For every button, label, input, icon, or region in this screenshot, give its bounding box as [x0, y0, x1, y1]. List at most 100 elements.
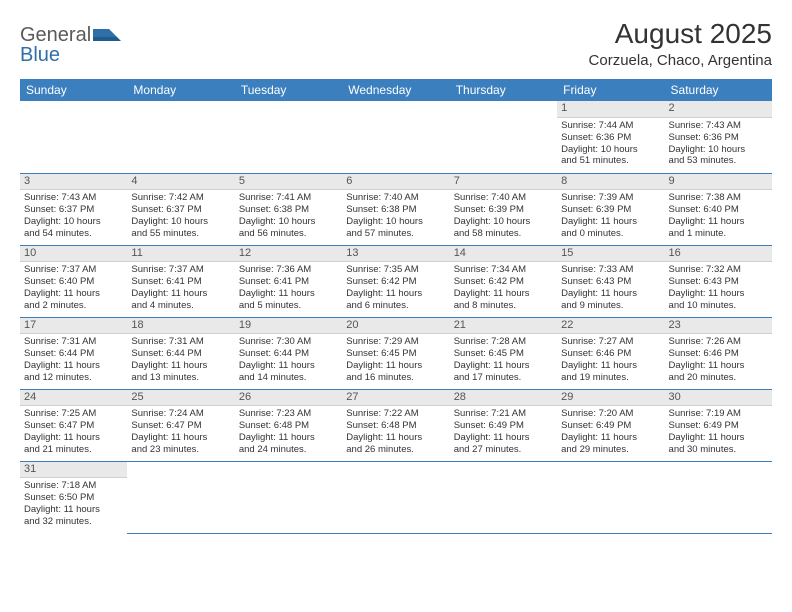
daylight-text: Daylight: 10 hours — [561, 144, 660, 156]
weekday-header: Saturday — [665, 79, 772, 101]
calendar-table: SundayMondayTuesdayWednesdayThursdayFrid… — [20, 79, 772, 534]
sunset-text: Sunset: 6:36 PM — [669, 132, 768, 144]
daylight-text: and 21 minutes. — [24, 444, 123, 456]
sunrise-text: Sunrise: 7:20 AM — [561, 408, 660, 420]
daylight-text: and 20 minutes. — [669, 372, 768, 384]
daylight-text: Daylight: 11 hours — [24, 432, 123, 444]
day-number: 6 — [342, 174, 449, 191]
day-number: 29 — [557, 390, 664, 407]
daylight-text: and 1 minute. — [669, 228, 768, 240]
sunset-text: Sunset: 6:42 PM — [454, 276, 553, 288]
calendar-day-cell: 26Sunrise: 7:23 AMSunset: 6:48 PMDayligh… — [235, 389, 342, 461]
sunrise-text: Sunrise: 7:23 AM — [239, 408, 338, 420]
daylight-text: and 13 minutes. — [131, 372, 230, 384]
calendar-day-cell — [450, 101, 557, 173]
calendar-day-cell: 15Sunrise: 7:33 AMSunset: 6:43 PMDayligh… — [557, 245, 664, 317]
sunset-text: Sunset: 6:50 PM — [24, 492, 123, 504]
calendar-day-cell: 12Sunrise: 7:36 AMSunset: 6:41 PMDayligh… — [235, 245, 342, 317]
day-number: 30 — [665, 390, 772, 407]
sunrise-text: Sunrise: 7:32 AM — [669, 264, 768, 276]
daylight-text: Daylight: 11 hours — [24, 360, 123, 372]
sunrise-text: Sunrise: 7:22 AM — [346, 408, 445, 420]
calendar-body: 1Sunrise: 7:44 AMSunset: 6:36 PMDaylight… — [20, 101, 772, 533]
calendar-day-cell: 11Sunrise: 7:37 AMSunset: 6:41 PMDayligh… — [127, 245, 234, 317]
sunrise-text: Sunrise: 7:30 AM — [239, 336, 338, 348]
daylight-text: Daylight: 11 hours — [239, 288, 338, 300]
daylight-text: Daylight: 11 hours — [346, 360, 445, 372]
calendar-day-cell: 20Sunrise: 7:29 AMSunset: 6:45 PMDayligh… — [342, 317, 449, 389]
calendar-day-cell: 16Sunrise: 7:32 AMSunset: 6:43 PMDayligh… — [665, 245, 772, 317]
sunrise-text: Sunrise: 7:28 AM — [454, 336, 553, 348]
daylight-text: Daylight: 10 hours — [24, 216, 123, 228]
weekday-header: Thursday — [450, 79, 557, 101]
calendar-day-cell — [557, 461, 664, 533]
daylight-text: and 10 minutes. — [669, 300, 768, 312]
sunset-text: Sunset: 6:39 PM — [454, 204, 553, 216]
calendar-day-cell: 29Sunrise: 7:20 AMSunset: 6:49 PMDayligh… — [557, 389, 664, 461]
brand-blue: Blue — [20, 44, 60, 66]
sunrise-text: Sunrise: 7:24 AM — [131, 408, 230, 420]
daylight-text: Daylight: 11 hours — [346, 288, 445, 300]
day-number: 2 — [665, 101, 772, 118]
calendar-day-cell: 27Sunrise: 7:22 AMSunset: 6:48 PMDayligh… — [342, 389, 449, 461]
sunrise-text: Sunrise: 7:18 AM — [24, 480, 123, 492]
sunset-text: Sunset: 6:49 PM — [669, 420, 768, 432]
daylight-text: Daylight: 11 hours — [669, 432, 768, 444]
daylight-text: Daylight: 11 hours — [454, 432, 553, 444]
sunrise-text: Sunrise: 7:29 AM — [346, 336, 445, 348]
sunrise-text: Sunrise: 7:31 AM — [131, 336, 230, 348]
daylight-text: Daylight: 10 hours — [131, 216, 230, 228]
calendar-day-cell: 9Sunrise: 7:38 AMSunset: 6:40 PMDaylight… — [665, 173, 772, 245]
day-number: 14 — [450, 246, 557, 263]
sunset-text: Sunset: 6:46 PM — [561, 348, 660, 360]
daylight-text: and 51 minutes. — [561, 155, 660, 167]
day-number: 17 — [20, 318, 127, 335]
calendar-week-row: 31Sunrise: 7:18 AMSunset: 6:50 PMDayligh… — [20, 461, 772, 533]
calendar-day-cell: 17Sunrise: 7:31 AMSunset: 6:44 PMDayligh… — [20, 317, 127, 389]
day-number: 3 — [20, 174, 127, 191]
sunrise-text: Sunrise: 7:37 AM — [24, 264, 123, 276]
calendar-page: General August 2025 Corzuela, Chaco, Arg… — [0, 0, 792, 534]
calendar-day-cell — [342, 101, 449, 173]
calendar-day-cell: 21Sunrise: 7:28 AMSunset: 6:45 PMDayligh… — [450, 317, 557, 389]
daylight-text: and 32 minutes. — [24, 516, 123, 528]
day-number: 13 — [342, 246, 449, 263]
daylight-text: and 19 minutes. — [561, 372, 660, 384]
daylight-text: and 8 minutes. — [454, 300, 553, 312]
sunrise-text: Sunrise: 7:19 AM — [669, 408, 768, 420]
day-number: 26 — [235, 390, 342, 407]
daylight-text: Daylight: 11 hours — [669, 288, 768, 300]
sunset-text: Sunset: 6:47 PM — [24, 420, 123, 432]
day-number: 28 — [450, 390, 557, 407]
title-block: August 2025 Corzuela, Chaco, Argentina — [589, 18, 772, 69]
daylight-text: Daylight: 11 hours — [24, 288, 123, 300]
daylight-text: and 5 minutes. — [239, 300, 338, 312]
daylight-text: and 58 minutes. — [454, 228, 553, 240]
day-number: 7 — [450, 174, 557, 191]
calendar-day-cell — [342, 461, 449, 533]
daylight-text: and 24 minutes. — [239, 444, 338, 456]
daylight-text: Daylight: 11 hours — [239, 432, 338, 444]
sunset-text: Sunset: 6:37 PM — [131, 204, 230, 216]
calendar-day-cell: 28Sunrise: 7:21 AMSunset: 6:49 PMDayligh… — [450, 389, 557, 461]
daylight-text: and 6 minutes. — [346, 300, 445, 312]
day-number: 16 — [665, 246, 772, 263]
sunrise-text: Sunrise: 7:33 AM — [561, 264, 660, 276]
sunrise-text: Sunrise: 7:26 AM — [669, 336, 768, 348]
day-number: 4 — [127, 174, 234, 191]
daylight-text: and 9 minutes. — [561, 300, 660, 312]
daylight-text: and 2 minutes. — [24, 300, 123, 312]
sunrise-text: Sunrise: 7:38 AM — [669, 192, 768, 204]
calendar-day-cell — [20, 101, 127, 173]
daylight-text: Daylight: 11 hours — [346, 432, 445, 444]
daylight-text: Daylight: 11 hours — [131, 288, 230, 300]
daylight-text: and 29 minutes. — [561, 444, 660, 456]
day-number: 8 — [557, 174, 664, 191]
daylight-text: and 30 minutes. — [669, 444, 768, 456]
sunrise-text: Sunrise: 7:34 AM — [454, 264, 553, 276]
calendar-day-cell — [665, 461, 772, 533]
daylight-text: Daylight: 11 hours — [131, 360, 230, 372]
calendar-day-cell — [450, 461, 557, 533]
daylight-text: Daylight: 11 hours — [239, 360, 338, 372]
sunset-text: Sunset: 6:47 PM — [131, 420, 230, 432]
